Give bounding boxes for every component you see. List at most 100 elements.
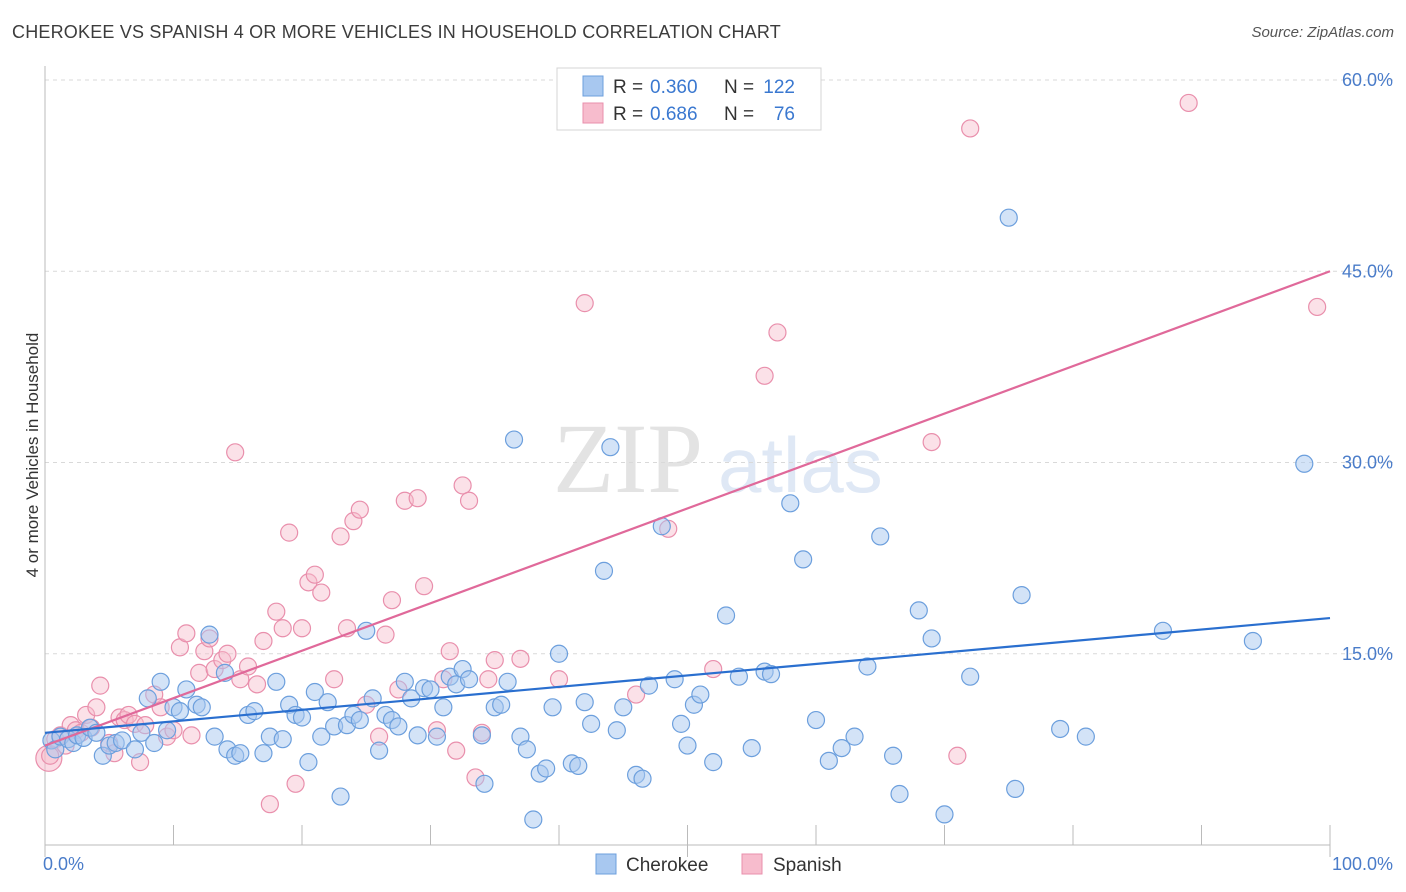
cherokee-point-120 — [1153, 621, 1173, 640]
spanish-point-44 — [305, 565, 324, 584]
spanish-point-9 — [87, 698, 106, 717]
cherokee-point-84 — [607, 721, 626, 740]
series-label-cherokee: Cherokee — [626, 855, 708, 876]
legend-n-value-spanish: 76 — [774, 104, 795, 125]
grid-lines — [45, 79, 1395, 655]
spanish-point-36 — [254, 631, 273, 651]
watermark-zip: ZIP — [553, 403, 703, 514]
correlation-legend: R = 0.360 N = 122 R = 0.686 N = 76 — [556, 67, 822, 131]
cherokee-point-111 — [909, 601, 928, 620]
spanish-point-74 — [704, 659, 723, 679]
cherokee-point-75 — [537, 759, 556, 778]
cherokee-point-59 — [427, 727, 447, 746]
cherokee-point-24 — [200, 625, 219, 644]
spanish-point-40 — [280, 523, 299, 542]
cherokee-point-107 — [858, 657, 877, 676]
cherokee-point-103 — [806, 710, 826, 730]
spanish-point-10 — [91, 676, 110, 695]
cherokee-point-53 — [389, 717, 408, 736]
cherokee-point-34 — [267, 672, 286, 691]
cherokee-point-47 — [350, 710, 369, 730]
spanish-point-32 — [226, 443, 245, 462]
cherokee-point-88 — [639, 676, 659, 695]
cherokee-point-119 — [1076, 727, 1095, 746]
cherokee-point-97 — [729, 667, 749, 686]
cherokee-point-66 — [475, 774, 494, 793]
cherokee-point-87 — [633, 769, 652, 788]
cherokee-point-98 — [742, 738, 761, 758]
cherokee-point-112 — [922, 629, 941, 648]
legend-n-label-spanish: N = — [724, 104, 754, 125]
cherokee-point-96 — [716, 606, 736, 625]
cherokee-point-31 — [245, 702, 264, 721]
spanish-point-25 — [182, 726, 201, 745]
cherokee-point-90 — [665, 670, 684, 689]
spanish-point-63 — [453, 476, 472, 495]
spanish-point-62 — [447, 741, 466, 760]
cherokee-point-68 — [492, 695, 511, 714]
cherokee-point-72 — [517, 740, 536, 759]
spanish-point-35 — [247, 675, 267, 694]
cherokee-point-39 — [299, 753, 318, 772]
spanish-point-50 — [350, 500, 369, 519]
cherokee-point-118 — [1051, 719, 1070, 739]
cherokee-point-106 — [845, 727, 864, 746]
cherokee-point-83 — [601, 438, 620, 457]
cherokee-point-70 — [504, 430, 524, 449]
spanish-point-70 — [549, 670, 569, 689]
cherokee-point-109 — [883, 746, 903, 765]
cherokee-point-54 — [395, 672, 414, 691]
spanish-point-53 — [376, 625, 395, 644]
spanish-point-67 — [479, 670, 498, 689]
cherokee-point-23 — [192, 698, 211, 717]
spanish-point-38 — [267, 602, 286, 621]
spanish-point-42 — [292, 619, 312, 638]
cherokee-point-105 — [832, 738, 851, 758]
spanish-point-57 — [408, 489, 427, 508]
x-tick-label-min: 0.0% — [43, 854, 84, 874]
cherokee-point-13 — [125, 740, 145, 759]
series-legend: Cherokee Spanish — [595, 853, 842, 876]
cherokee-point-121 — [1243, 631, 1263, 651]
watermark: ZIP atlas — [553, 403, 883, 514]
trend-lines — [44, 270, 1331, 747]
cherokee-point-50 — [370, 741, 389, 760]
legend-r-label-spanish: R = — [613, 104, 643, 125]
cherokee-point-94 — [691, 685, 710, 704]
cherokee-point-100 — [761, 665, 781, 684]
spanish-point-46 — [325, 670, 344, 689]
spanish-trend-line — [44, 270, 1331, 747]
cherokee-point-16 — [145, 733, 164, 753]
spanish-point-54 — [382, 591, 402, 610]
spanish-point-72 — [626, 685, 646, 704]
cherokee-point-117 — [1012, 585, 1031, 605]
spanish-point-68 — [485, 651, 504, 670]
cherokee-point-64 — [459, 670, 479, 689]
series-swatch-spanish — [741, 853, 763, 875]
spanish-point-80 — [1179, 93, 1198, 113]
cherokee-point-104 — [819, 751, 838, 770]
spanish-point-39 — [273, 619, 292, 638]
y-axis-title: 4 or more Vehicles in Household — [23, 333, 42, 578]
cherokee-point-25 — [205, 727, 224, 746]
spanish-point-41 — [286, 774, 305, 793]
spanish-point-77 — [922, 433, 941, 452]
y-tick-label-15: 15.0% — [1342, 644, 1393, 664]
y-tick-labels: 15.0% 30.0% 45.0% 60.0% — [1342, 70, 1393, 664]
legend-r-value-spanish: 0.686 — [650, 104, 698, 125]
series-label-spanish: Spanish — [773, 855, 842, 876]
cherokee-point-73 — [524, 810, 543, 829]
chart-title: CHEROKEE VS SPANISH 4 OR MORE VEHICLES I… — [12, 22, 781, 42]
spanish-point-31 — [218, 644, 237, 663]
legend-n-value-cherokee: 122 — [763, 77, 795, 98]
cherokee-point-102 — [794, 550, 813, 569]
cherokee-point-113 — [935, 805, 954, 824]
cherokee-point-56 — [408, 726, 427, 745]
cherokee-point-76 — [543, 698, 562, 717]
spanish-point-24 — [177, 624, 196, 643]
cherokee-point-58 — [421, 680, 440, 699]
spanish-point-45 — [312, 583, 331, 602]
cherokee-trend-line — [44, 616, 1331, 734]
cherokee-point-17 — [151, 672, 170, 691]
